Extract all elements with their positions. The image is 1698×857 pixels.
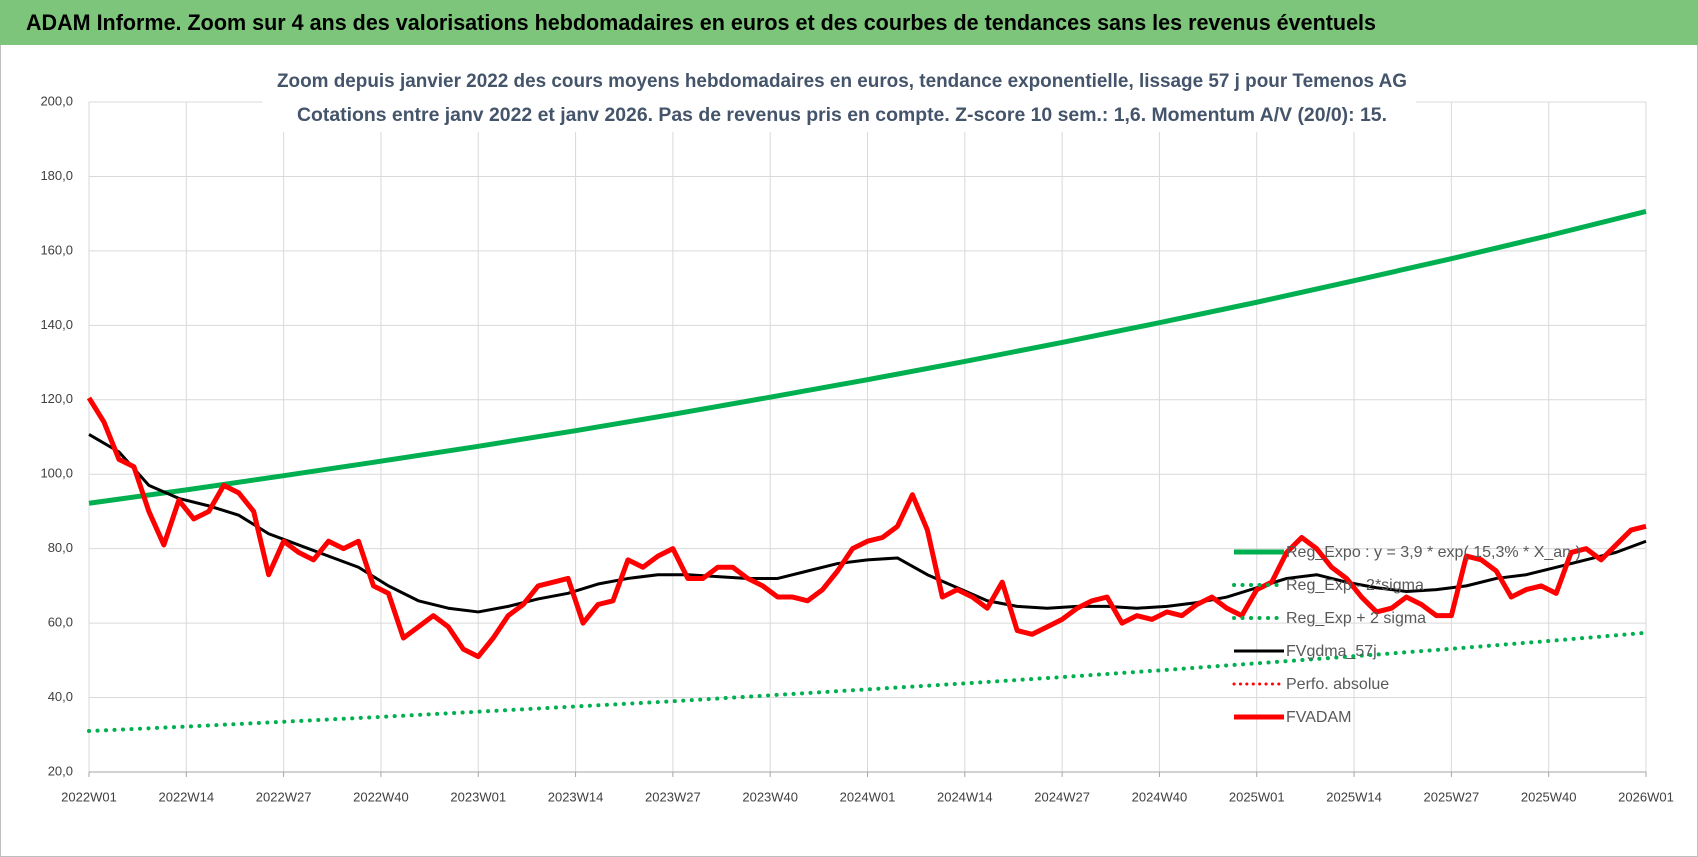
y-tick-label: 40,0 <box>48 689 73 704</box>
title-box <box>262 62 1416 132</box>
y-tick-label: 80,0 <box>48 540 73 555</box>
grid: 20,0 40,0 60,0 80,0 100,0 120,0 140,0 160,0 180,… <box>40 93 1673 804</box>
legend-label: FVADAM <box>1286 709 1351 726</box>
x-tick-label: 2025W01 <box>1229 789 1285 804</box>
legend: Reg_Expo : y = 3,9 * exp( 15,3% * X_an )… <box>1232 544 1581 726</box>
x-tick-label: 2023W01 <box>450 789 506 804</box>
x-tick-label: 2024W40 <box>1132 789 1188 804</box>
series-line <box>86 396 1647 660</box>
legend-label: Perfo. absolue <box>1286 676 1389 693</box>
y-tick-label: 180,0 <box>40 168 73 183</box>
x-tick-label: 2024W27 <box>1034 789 1090 804</box>
chart-subtitle: Cotations entre janv 2022 et janv 2026. … <box>297 105 1387 126</box>
x-tick-label: 2025W14 <box>1326 789 1382 804</box>
chart-title: Zoom depuis janvier 2022 des cours moyen… <box>277 71 1407 92</box>
header-title: ADAM Informe. Zoom sur 4 ans des valoris… <box>26 10 1376 35</box>
y-tick-label: 160,0 <box>40 242 73 257</box>
x-tick-label: 2024W01 <box>840 789 896 804</box>
x-tick-label: 2025W40 <box>1521 789 1577 804</box>
x-tick-label: 2023W40 <box>742 789 798 804</box>
series-line <box>87 630 1648 734</box>
header-bar <box>0 0 1698 45</box>
y-tick-label: 200,0 <box>40 93 73 108</box>
x-tick-label: 2023W27 <box>645 789 701 804</box>
plot <box>86 209 1648 734</box>
x-tick-label: 2022W14 <box>158 789 214 804</box>
legend-label: FVgdma_57j <box>1286 643 1377 660</box>
x-tick-label: 2022W01 <box>61 789 117 804</box>
legend-label: Reg_Expo : y = 3,9 * exp( 15,3% * X_an ) <box>1286 544 1581 561</box>
series-line <box>88 433 1647 614</box>
x-tick-label: 2023W14 <box>548 789 604 804</box>
legend-label: Reg_Exp + 2 sigma <box>1286 610 1426 627</box>
y-tick-label: 20,0 <box>48 763 73 778</box>
x-tick-label: 2025W27 <box>1424 789 1480 804</box>
y-tick-label: 120,0 <box>40 391 73 406</box>
series-line <box>88 209 1647 506</box>
x-tick-label: 2022W27 <box>256 789 312 804</box>
legend-label: Reg_Exp - 2*sigma <box>1286 577 1424 594</box>
y-tick-label: 140,0 <box>40 317 73 332</box>
x-tick-label: 2022W40 <box>353 789 409 804</box>
y-tick-label: 60,0 <box>48 615 73 630</box>
x-tick-label: 2024W14 <box>937 789 993 804</box>
y-tick-label: 100,0 <box>40 466 73 481</box>
x-tick-label: 2026W01 <box>1618 789 1674 804</box>
